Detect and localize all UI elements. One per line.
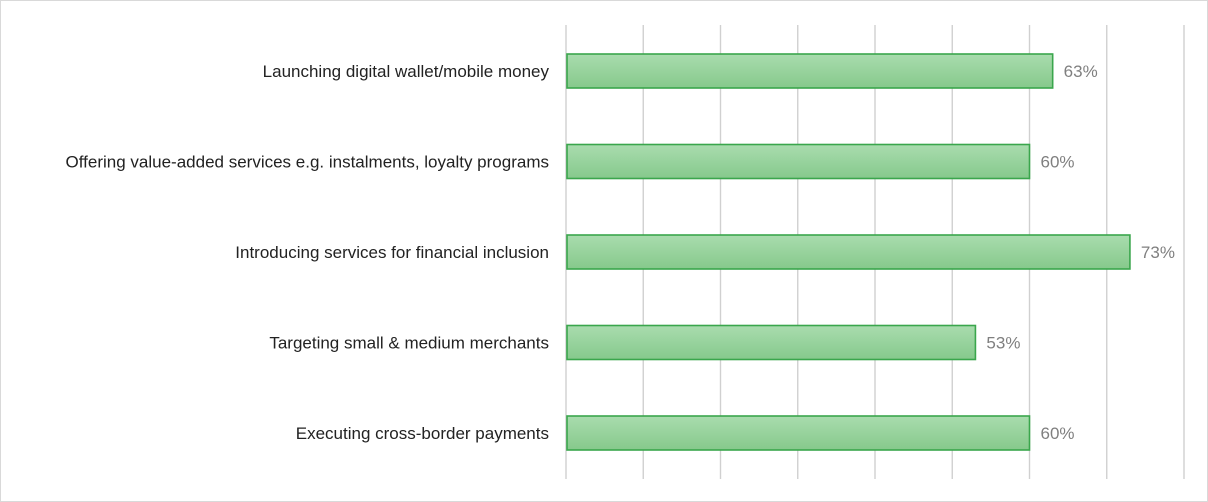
data-label: 73% bbox=[1141, 243, 1175, 262]
data-label: 63% bbox=[1064, 62, 1098, 81]
category-label: Offering value-added services e.g. insta… bbox=[66, 153, 549, 172]
bars bbox=[566, 53, 1131, 451]
value-labels: 63% 60% 73% 53% 60% bbox=[986, 62, 1175, 443]
category-labels: Launching digital wallet/mobile money Off… bbox=[66, 62, 550, 443]
category-label: Executing cross-border payments bbox=[296, 424, 549, 443]
data-label: 60% bbox=[1041, 153, 1075, 172]
data-label: 53% bbox=[986, 334, 1020, 353]
bar bbox=[566, 415, 1031, 451]
category-label: Targeting small & medium merchants bbox=[269, 334, 549, 353]
category-label: Introducing services for financial inclu… bbox=[235, 243, 549, 262]
bar bbox=[566, 53, 1054, 89]
data-label: 60% bbox=[1041, 424, 1075, 443]
category-label: Launching digital wallet/mobile money bbox=[263, 62, 550, 81]
bar bbox=[566, 234, 1131, 270]
bar bbox=[566, 324, 977, 361]
bar bbox=[566, 143, 1031, 180]
